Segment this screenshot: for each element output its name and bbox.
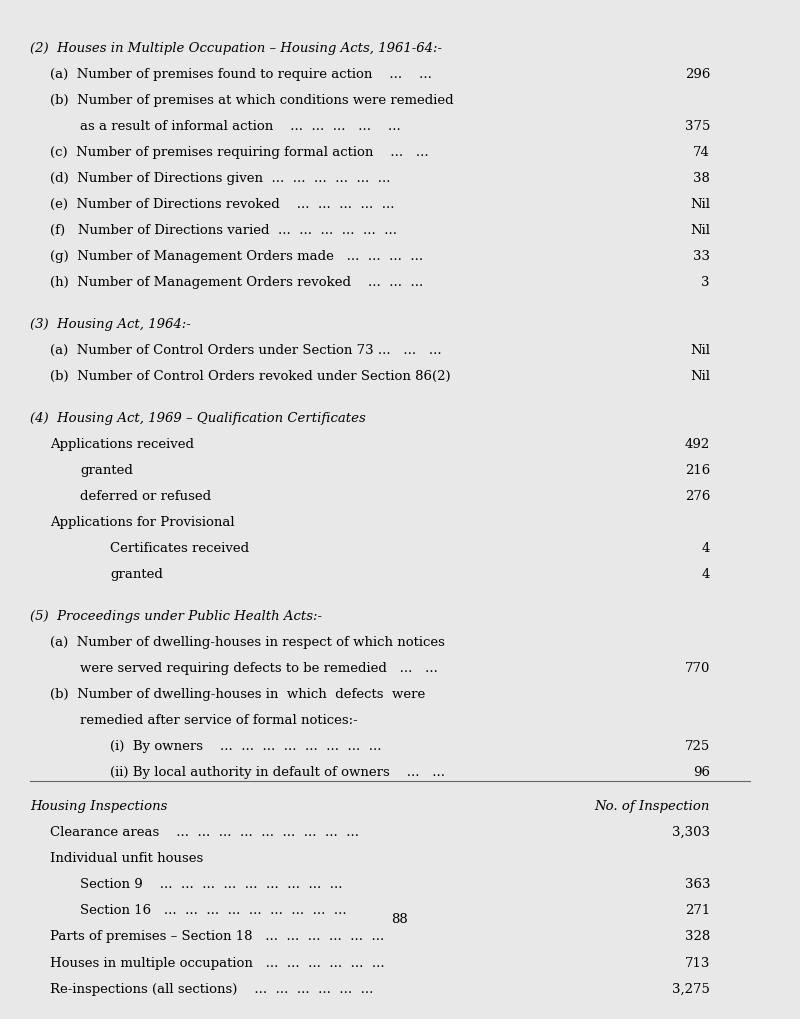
Text: 296: 296	[685, 68, 710, 81]
Text: Certificates received: Certificates received	[110, 542, 249, 554]
Text: 4: 4	[702, 568, 710, 581]
Text: granted: granted	[80, 464, 133, 477]
Text: (c)  Number of premises requiring formal action    ...   ...: (c) Number of premises requiring formal …	[50, 146, 429, 159]
Text: (5)  Proceedings under Public Health Acts:-: (5) Proceedings under Public Health Acts…	[30, 609, 322, 623]
Text: 38: 38	[693, 172, 710, 185]
Text: Housing Inspections: Housing Inspections	[30, 799, 167, 812]
Text: granted: granted	[110, 568, 163, 581]
Text: 4: 4	[702, 542, 710, 554]
Text: 770: 770	[685, 661, 710, 675]
Text: (ii) By local authority in default of owners    ...   ...: (ii) By local authority in default of ow…	[110, 765, 445, 779]
Text: (a)  Number of premises found to require action    ...    ...: (a) Number of premises found to require …	[50, 68, 432, 81]
Text: 725: 725	[685, 740, 710, 752]
Text: 328: 328	[685, 929, 710, 943]
Text: (b)  Number of premises at which conditions were remedied: (b) Number of premises at which conditio…	[50, 94, 454, 107]
Text: 375: 375	[685, 120, 710, 132]
Text: deferred or refused: deferred or refused	[80, 489, 211, 502]
Text: Parts of premises – Section 18   ...  ...  ...  ...  ...  ...: Parts of premises – Section 18 ... ... .…	[50, 929, 384, 943]
Text: (g)  Number of Management Orders made   ...  ...  ...  ...: (g) Number of Management Orders made ...…	[50, 250, 423, 263]
Text: Applications received: Applications received	[50, 437, 194, 450]
Text: (d)  Number of Directions given  ...  ...  ...  ...  ...  ...: (d) Number of Directions given ... ... .…	[50, 172, 390, 185]
Text: (e)  Number of Directions revoked    ...  ...  ...  ...  ...: (e) Number of Directions revoked ... ...…	[50, 198, 394, 211]
Text: 33: 33	[693, 250, 710, 263]
Text: (2)  Houses in Multiple Occupation – Housing Acts, 1961-64:-: (2) Houses in Multiple Occupation – Hous…	[30, 42, 442, 55]
Text: Nil: Nil	[690, 343, 710, 357]
Text: 492: 492	[685, 437, 710, 450]
Text: 88: 88	[392, 912, 408, 925]
Text: 216: 216	[685, 464, 710, 477]
Text: 713: 713	[685, 956, 710, 968]
Text: were served requiring defects to be remedied   ...   ...: were served requiring defects to be reme…	[80, 661, 438, 675]
Text: (h)  Number of Management Orders revoked    ...  ...  ...: (h) Number of Management Orders revoked …	[50, 276, 423, 289]
Text: 96: 96	[693, 765, 710, 779]
Text: (a)  Number of Control Orders under Section 73 ...   ...   ...: (a) Number of Control Orders under Secti…	[50, 343, 442, 357]
Text: remedied after service of formal notices:-: remedied after service of formal notices…	[80, 713, 358, 727]
Text: Re-inspections (all sections)    ...  ...  ...  ...  ...  ...: Re-inspections (all sections) ... ... ..…	[50, 981, 374, 995]
Text: as a result of informal action    ...  ...  ...   ...    ...: as a result of informal action ... ... .…	[80, 120, 401, 132]
Text: Nil: Nil	[690, 224, 710, 237]
Text: Section 16   ...  ...  ...  ...  ...  ...  ...  ...  ...: Section 16 ... ... ... ... ... ... ... .…	[80, 904, 346, 916]
Text: Applications for Provisional: Applications for Provisional	[50, 516, 234, 529]
Text: 271: 271	[685, 904, 710, 916]
Text: 3,275: 3,275	[672, 981, 710, 995]
Text: (a)  Number of dwelling-houses in respect of which notices: (a) Number of dwelling-houses in respect…	[50, 636, 445, 648]
Text: 276: 276	[685, 489, 710, 502]
Text: (f)   Number of Directions varied  ...  ...  ...  ...  ...  ...: (f) Number of Directions varied ... ... …	[50, 224, 397, 237]
Text: No. of Inspection: No. of Inspection	[594, 799, 710, 812]
Text: Nil: Nil	[690, 370, 710, 383]
Text: (b)  Number of Control Orders revoked under Section 86(2): (b) Number of Control Orders revoked und…	[50, 370, 450, 383]
Text: 74: 74	[693, 146, 710, 159]
Text: 3: 3	[702, 276, 710, 289]
Text: Individual unfit houses: Individual unfit houses	[50, 852, 203, 864]
Text: Clearance areas    ...  ...  ...  ...  ...  ...  ...  ...  ...: Clearance areas ... ... ... ... ... ... …	[50, 825, 359, 839]
Text: Section 9    ...  ...  ...  ...  ...  ...  ...  ...  ...: Section 9 ... ... ... ... ... ... ... ..…	[80, 877, 342, 891]
Text: (3)  Housing Act, 1964:-: (3) Housing Act, 1964:-	[30, 318, 190, 331]
Text: 3,303: 3,303	[672, 825, 710, 839]
Text: Nil: Nil	[690, 198, 710, 211]
Text: Houses in multiple occupation   ...  ...  ...  ...  ...  ...: Houses in multiple occupation ... ... ..…	[50, 956, 385, 968]
Text: (i)  By owners    ...  ...  ...  ...  ...  ...  ...  ...: (i) By owners ... ... ... ... ... ... ..…	[110, 740, 382, 752]
Text: (4)  Housing Act, 1969 – Qualification Certificates: (4) Housing Act, 1969 – Qualification Ce…	[30, 412, 366, 425]
Text: (b)  Number of dwelling-houses in  which  defects  were: (b) Number of dwelling-houses in which d…	[50, 688, 426, 700]
Text: 363: 363	[685, 877, 710, 891]
